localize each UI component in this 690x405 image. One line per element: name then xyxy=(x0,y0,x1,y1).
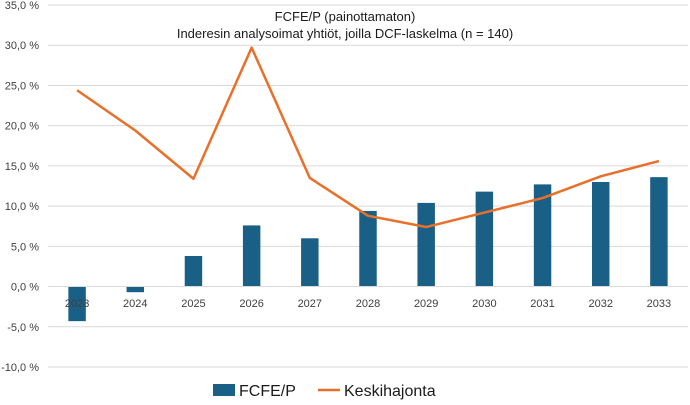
x-tick-label: 2024 xyxy=(123,298,147,310)
x-tick-label: 2027 xyxy=(298,298,322,310)
chart-title: FCFE/P (painottamaton) xyxy=(275,9,416,24)
y-tick-label: 5,0 % xyxy=(11,241,39,253)
line-series-keskihajonta xyxy=(76,46,660,229)
bar-2026 xyxy=(242,225,261,287)
y-tick-label: 30,0 % xyxy=(5,40,39,52)
gridlines xyxy=(48,4,688,368)
x-tick-label: 2030 xyxy=(472,298,496,310)
y-tick-label: -10,0 % xyxy=(1,362,39,374)
bar-2024 xyxy=(126,286,144,293)
y-tick-label: 10,0 % xyxy=(5,201,39,213)
chart-subtitle: Inderesin analysoimat yhtiöt, joilla DCF… xyxy=(177,26,513,41)
bar-2033 xyxy=(650,177,668,287)
x-tick-label: 2032 xyxy=(588,298,612,310)
bar-series xyxy=(68,177,668,322)
x-tick-label: 2026 xyxy=(239,298,263,310)
bar-2025 xyxy=(184,255,203,287)
bar-2031 xyxy=(533,184,552,287)
x-tick-label: 2023 xyxy=(65,298,89,310)
legend: FCFE/P Keskihajonta xyxy=(213,383,436,400)
bar-2027 xyxy=(301,238,319,287)
x-tick-label: 2033 xyxy=(647,298,671,310)
legend-label-bar: FCFE/P xyxy=(239,383,296,400)
bar-2030 xyxy=(475,191,494,287)
x-tick-label: 2029 xyxy=(414,298,438,310)
y-tick-label: 0,0 % xyxy=(11,282,39,294)
y-tick-label: 25,0 % xyxy=(5,80,39,92)
legend-label-line: Keskihajonta xyxy=(344,383,436,400)
bar-2028 xyxy=(359,210,377,287)
bar-2032 xyxy=(592,181,610,287)
bar-2029 xyxy=(417,202,435,287)
y-tick-label: 35,0 % xyxy=(5,0,39,12)
bar-2023 xyxy=(68,286,86,322)
y-tick-label: -5,0 % xyxy=(7,322,39,334)
legend-swatch-bar xyxy=(213,384,235,396)
y-axis-ticks: -10,0 % -5,0 % 0,0 % 5,0 % 10,0 % 15,0 % 20,0 … xyxy=(1,0,39,374)
x-tick-label: 2028 xyxy=(356,298,380,310)
x-tick-label: 2025 xyxy=(181,298,205,310)
y-tick-label: 15,0 % xyxy=(5,161,39,173)
x-axis-ticks: 2023 2024 2025 2026 2027 2028 2029 2030 2031 2032… xyxy=(65,298,671,310)
x-tick-label: 2031 xyxy=(530,298,554,310)
y-tick-label: 20,0 % xyxy=(5,121,39,133)
